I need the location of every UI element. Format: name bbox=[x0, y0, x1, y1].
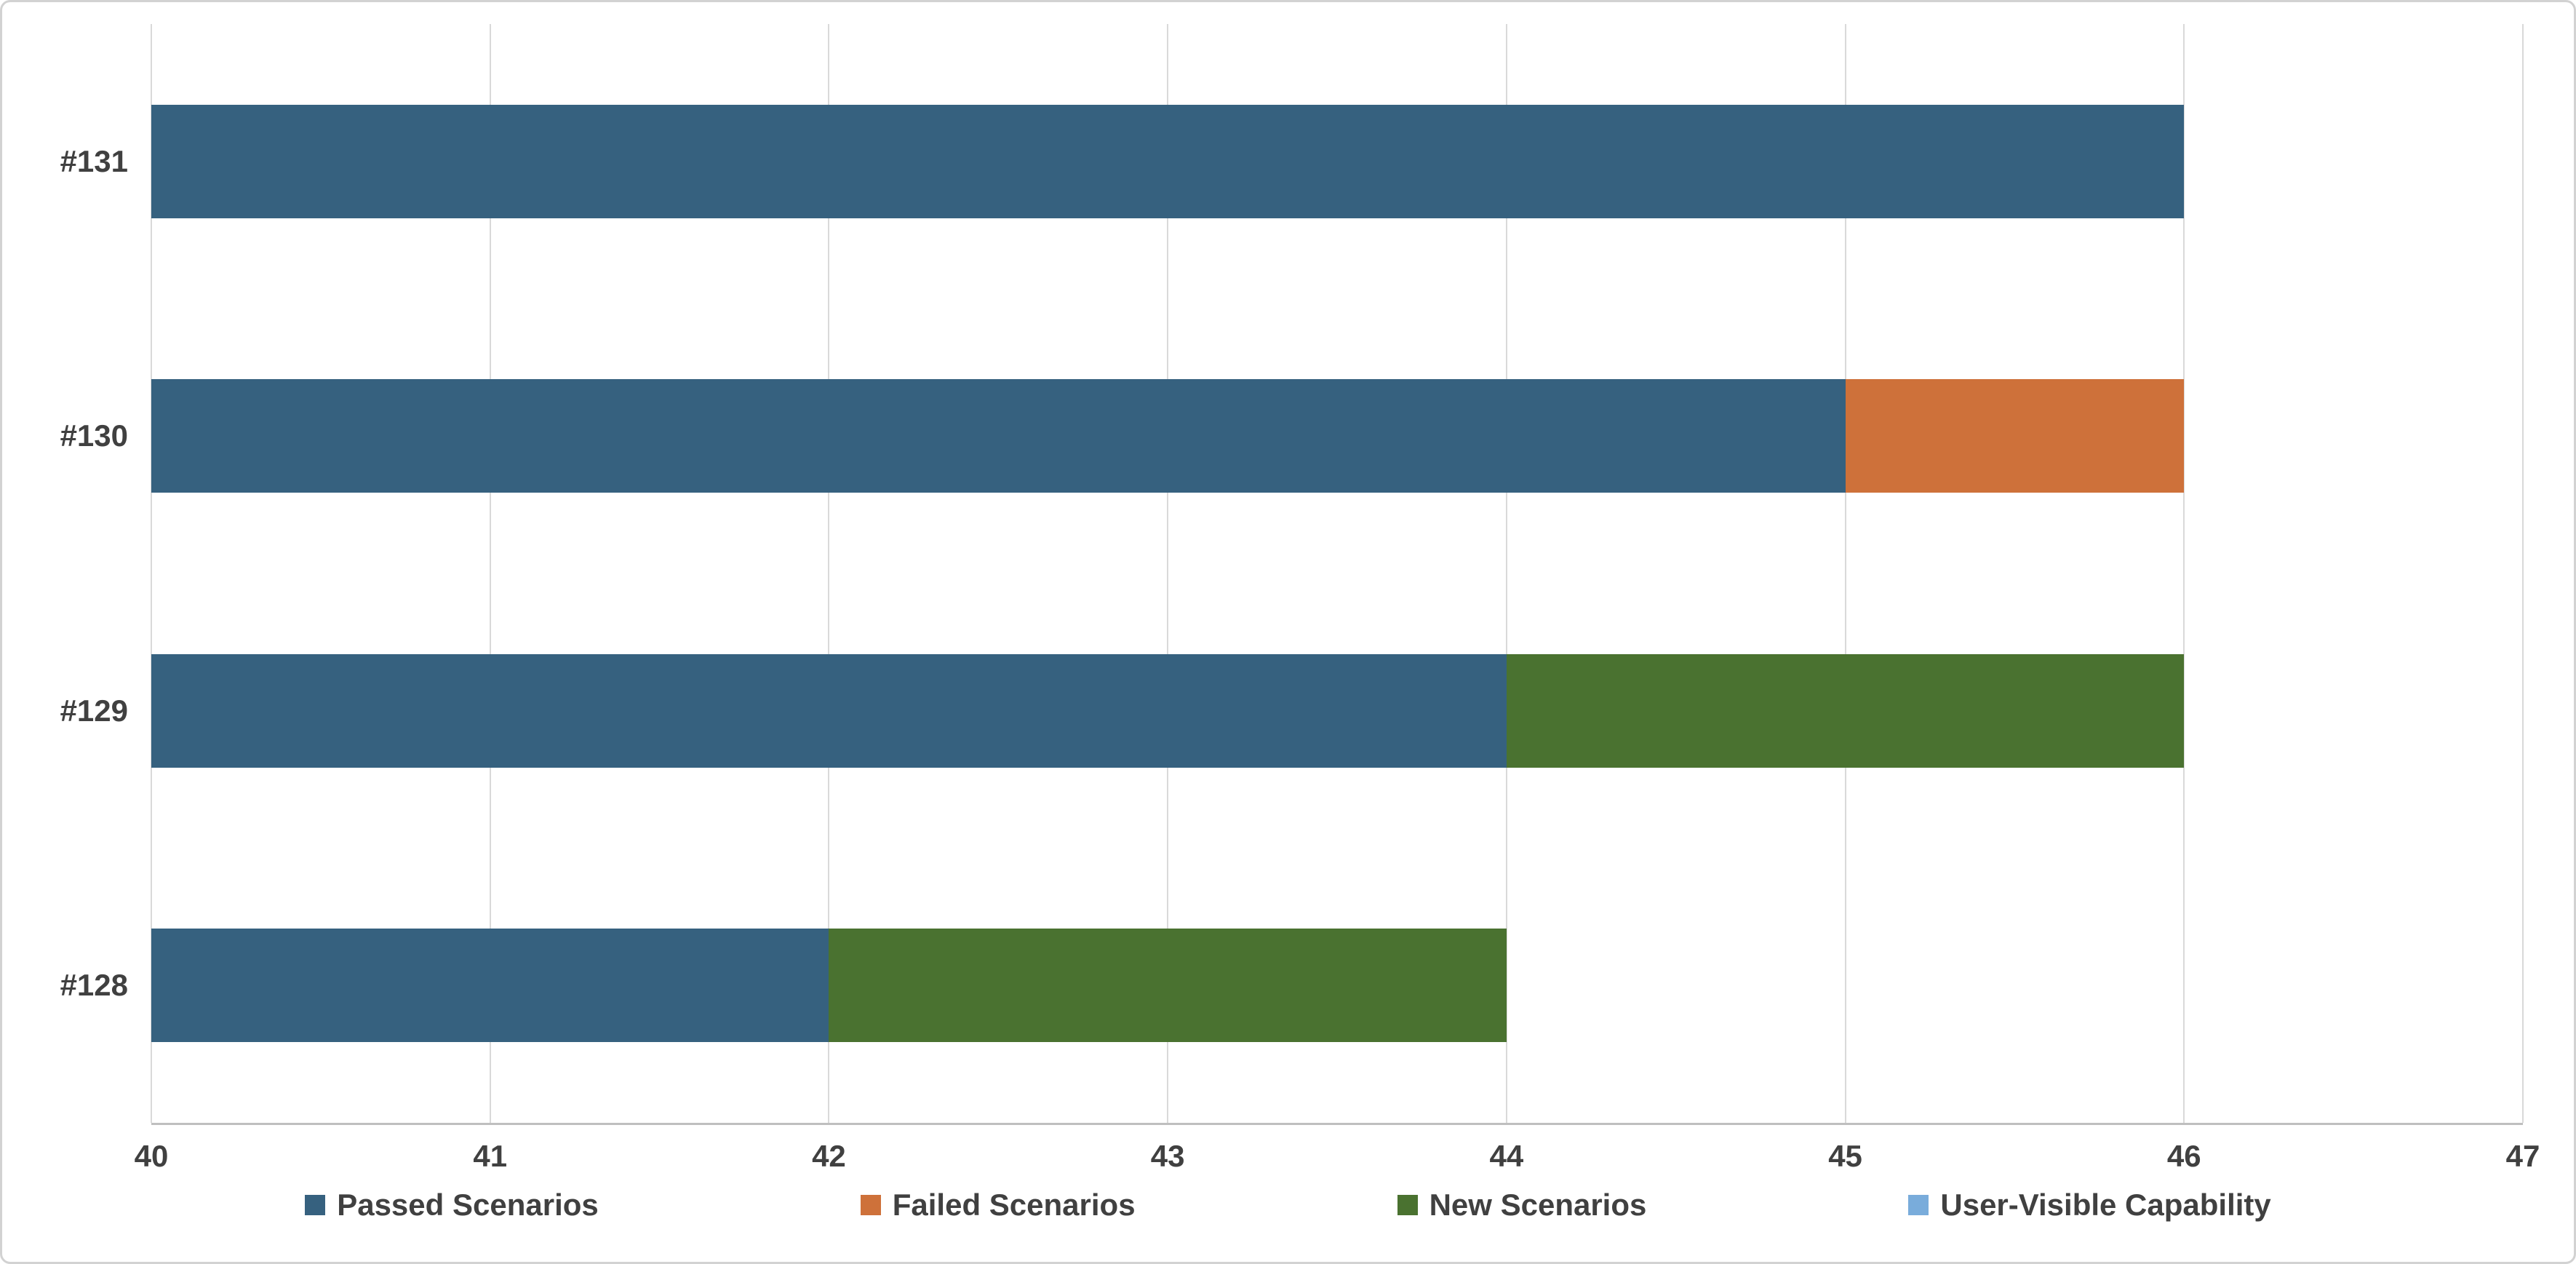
bar-segment-passed-scenarios bbox=[151, 379, 1846, 493]
x-axis-tick-label: 47 bbox=[2505, 1139, 2540, 1173]
gridline bbox=[151, 24, 152, 1123]
x-axis-tick-label: 41 bbox=[473, 1139, 508, 1173]
bar-segment-failed-scenarios bbox=[1845, 379, 2185, 493]
gridline bbox=[1505, 24, 1507, 1123]
legend-label: New Scenarios bbox=[1429, 1188, 1647, 1222]
plot-area: 40 41 42 43 44 45 46 47 #131 #130 #129 #128 bbox=[60, 24, 2540, 1173]
bar-segment-passed-scenarios bbox=[151, 929, 829, 1043]
gridline bbox=[1167, 24, 1169, 1123]
legend-label: User-Visible Capability bbox=[1940, 1188, 2271, 1222]
bar-segment-passed-scenarios bbox=[151, 104, 2185, 218]
x-axis-tick-label: 46 bbox=[2166, 1139, 2201, 1173]
x-axis-tick-label: 44 bbox=[1489, 1139, 1524, 1173]
x-axis-tick-label: 43 bbox=[1150, 1139, 1185, 1173]
legend: Passed Scenarios Failed Scenarios New Scen… bbox=[2, 1180, 2574, 1231]
legend-label: Passed Scenarios bbox=[337, 1188, 599, 1222]
legend-marker-icon bbox=[305, 1195, 326, 1215]
legend-marker-icon bbox=[1908, 1195, 1929, 1215]
gridline bbox=[489, 24, 491, 1123]
legend-item: Passed Scenarios bbox=[305, 1188, 599, 1223]
legend-label: Failed Scenarios bbox=[892, 1188, 1136, 1222]
legend-item: Failed Scenarios bbox=[860, 1188, 1136, 1223]
x-axis-tick-label: 42 bbox=[812, 1139, 846, 1173]
legend-item: New Scenarios bbox=[1397, 1188, 1647, 1223]
gridline bbox=[828, 24, 830, 1123]
legend-marker-icon bbox=[1397, 1195, 1418, 1215]
gridline bbox=[1844, 24, 1846, 1123]
y-axis-category-label: #130 bbox=[60, 418, 128, 453]
bar-segment-new-scenarios bbox=[829, 929, 1507, 1043]
y-axis-category-label: #128 bbox=[60, 968, 128, 1003]
bar-segment-passed-scenarios bbox=[151, 653, 1507, 768]
x-axis-tick-label: 40 bbox=[134, 1139, 169, 1173]
y-axis-category-label: #131 bbox=[60, 143, 128, 178]
legend-marker-icon bbox=[860, 1195, 881, 1215]
x-axis-tick-label: 45 bbox=[1828, 1139, 1862, 1173]
gridline bbox=[2522, 24, 2524, 1123]
legend-item: User-Visible Capability bbox=[1908, 1188, 2271, 1223]
y-axis-category-label: #129 bbox=[60, 693, 128, 728]
gridline bbox=[2183, 24, 2185, 1123]
bar-segment-new-scenarios bbox=[1506, 653, 2185, 768]
